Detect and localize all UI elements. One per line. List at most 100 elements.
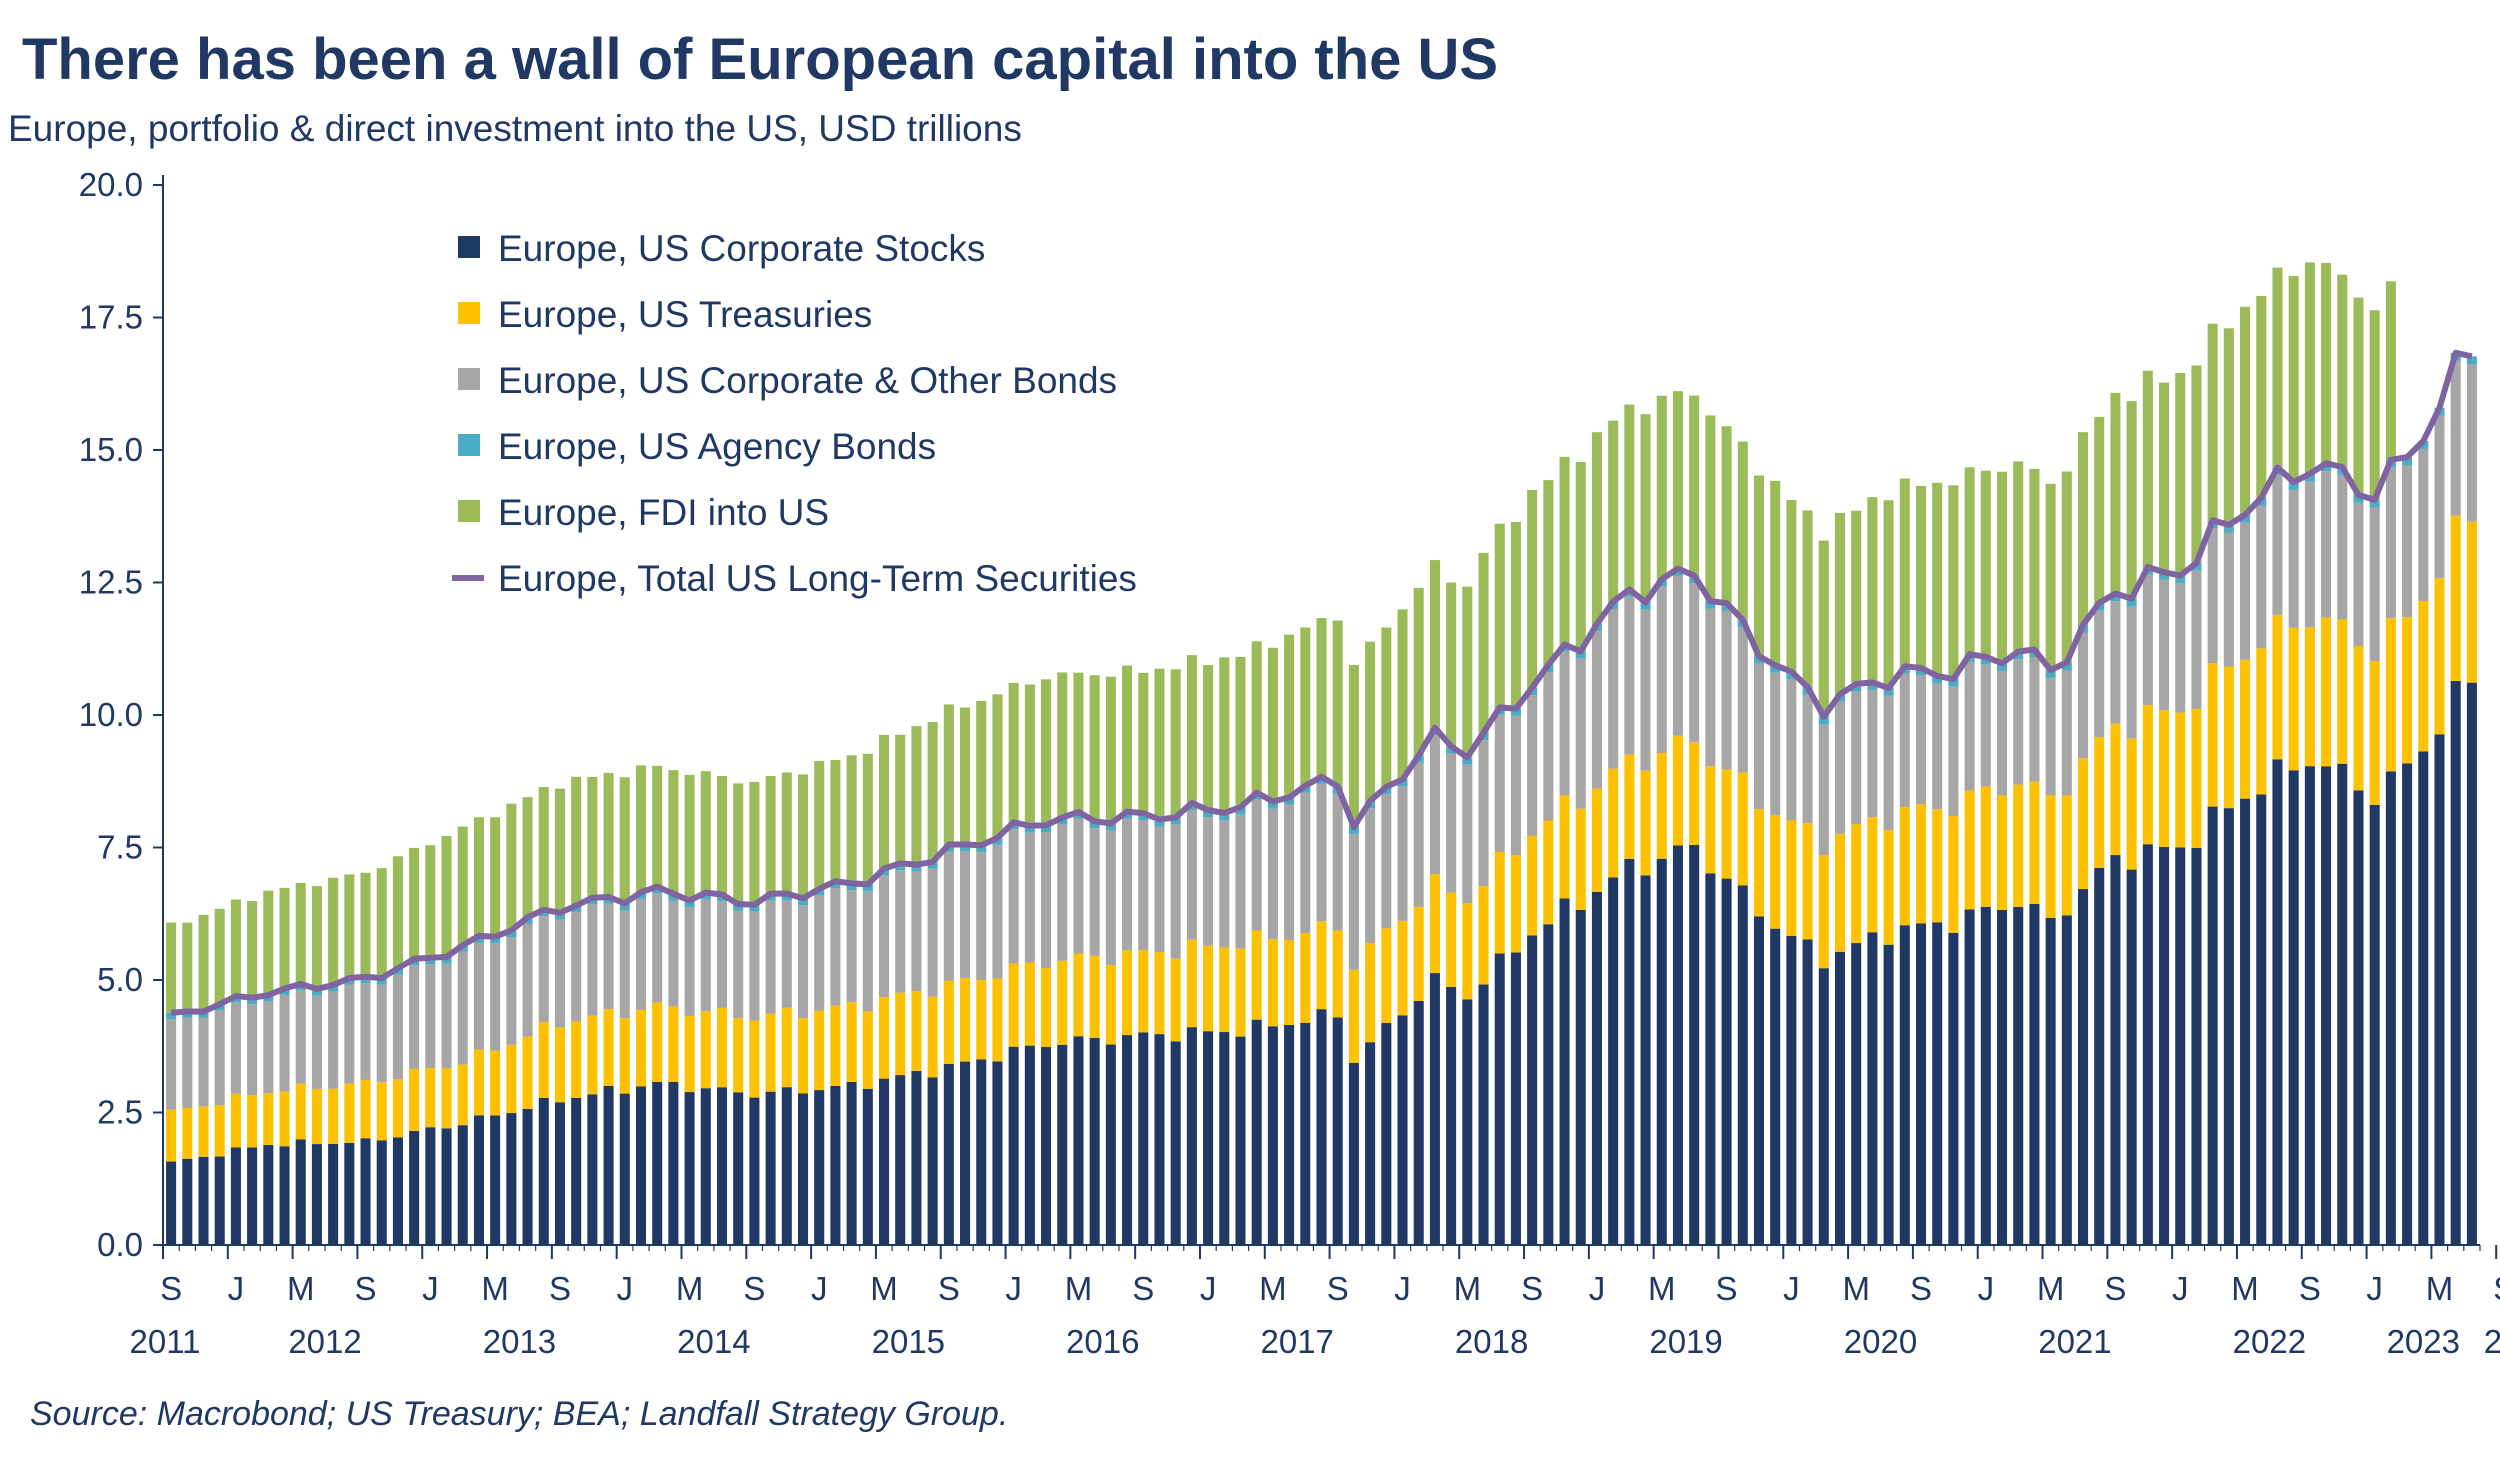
bar-stocks (781, 1087, 792, 1245)
bar-corp-bonds (2029, 657, 2040, 782)
bar-stocks (1656, 858, 1667, 1245)
bar-treasuries (1332, 930, 1343, 1018)
bar-treasuries (2207, 663, 2218, 807)
bar-corp-bonds (749, 911, 760, 1021)
bar-agency (1883, 688, 1894, 696)
bar-fdi (895, 734, 906, 864)
bar-treasuries (1494, 851, 1505, 954)
bar-layer (166, 262, 2477, 1245)
bar-fdi (1024, 684, 1035, 826)
bar-fdi (1559, 456, 1570, 645)
source-note: Source: Macrobond; US Treasury; BEA; Lan… (30, 1395, 1009, 1433)
bar-treasuries (1737, 772, 1748, 886)
bar-corp-bonds (830, 888, 841, 1006)
x-year-label: 2011 (130, 1323, 201, 1360)
bar-fdi (1883, 500, 1894, 689)
bar-corp-bonds (1235, 814, 1246, 949)
bar-corp-bonds (684, 907, 695, 1016)
bar-agency (2466, 356, 2477, 365)
bar-stocks (360, 1138, 371, 1245)
bar-treasuries (603, 1009, 614, 1086)
bar-fdi (1753, 475, 1764, 657)
bar-fdi (2142, 370, 2153, 568)
bar-treasuries (2045, 795, 2056, 918)
bar-stocks (214, 1156, 225, 1245)
bar-treasuries (1510, 855, 1521, 953)
bar-agency (166, 1012, 177, 1020)
bar-stocks (1559, 898, 1570, 1245)
bar-corp-bonds (927, 868, 938, 997)
bar-fdi (700, 771, 711, 893)
x-month-label: M (481, 1270, 509, 1307)
bar-treasuries (684, 1015, 695, 1093)
bar-fdi (1478, 552, 1489, 733)
bar-corp-bonds (1429, 734, 1440, 875)
bar-treasuries (960, 977, 971, 1062)
bar-stocks (960, 1061, 971, 1245)
bar-stocks (295, 1139, 306, 1245)
bar-stocks (441, 1128, 452, 1245)
bar-corp-bonds (1089, 828, 1100, 956)
bar-treasuries (1608, 768, 1619, 878)
bar-corp-bonds (879, 875, 890, 997)
bar-agency (1462, 757, 1473, 765)
bar-stocks (2110, 855, 2121, 1245)
bar-fdi (1591, 432, 1602, 624)
bar-treasuries (765, 1013, 776, 1092)
bar-stocks (328, 1143, 339, 1245)
bar-fdi (1980, 470, 1991, 657)
bar-stocks (2191, 847, 2202, 1245)
x-month-label: M (2426, 1270, 2454, 1307)
bar-corp-bonds (1656, 586, 1667, 754)
bar-treasuries (1138, 950, 1149, 1033)
line-layer (170, 349, 2473, 1016)
bar-corp-bonds (2175, 583, 2186, 713)
bar-stocks (1478, 984, 1489, 1245)
bar-treasuries (2402, 617, 2413, 764)
bar-agency (2045, 670, 2056, 678)
bar-corp-bonds (2191, 570, 2202, 709)
bar-agency (2288, 482, 2299, 490)
x-month-label: M (1259, 1270, 1287, 1307)
bar-treasuries (1948, 816, 1959, 933)
bar-fdi (976, 700, 987, 846)
bar-treasuries (166, 1109, 177, 1162)
bar-treasuries (425, 1068, 436, 1128)
bar-corp-bonds (198, 1017, 209, 1107)
bar-treasuries (1462, 903, 1473, 1000)
bar-fdi (1008, 682, 1019, 823)
bar-treasuries (862, 1011, 873, 1089)
bar-fdi (749, 781, 760, 905)
bar-stocks (1186, 1027, 1197, 1245)
bar-agency (1932, 675, 1943, 684)
bar-stocks (814, 1090, 825, 1245)
bar-agency (1235, 807, 1246, 815)
bar-stocks (263, 1145, 274, 1245)
bar-fdi (1656, 395, 1667, 580)
bar-agency (1073, 811, 1084, 819)
bar-fdi (830, 760, 841, 882)
bar-corp-bonds (1948, 686, 1959, 817)
bar-fdi (1672, 391, 1683, 569)
bar-corp-bonds (1348, 834, 1359, 970)
bar-corp-bonds (2418, 448, 2429, 601)
bar-corp-bonds (1624, 596, 1635, 755)
bar-fdi (1235, 656, 1246, 808)
bar-treasuries (1980, 786, 1991, 907)
bar-stocks (1705, 873, 1716, 1245)
bar-treasuries (1834, 833, 1846, 952)
bar-fdi (927, 722, 938, 862)
bar-treasuries (247, 1095, 258, 1148)
bar-corp-bonds (2321, 471, 2332, 618)
bar-treasuries (538, 1022, 549, 1098)
bar-stocks (1300, 1022, 1311, 1245)
bar-agency (1057, 817, 1068, 825)
bar-agency (571, 905, 582, 913)
bar-stocks (1543, 924, 1554, 1245)
total-securities-line (170, 349, 2473, 1016)
bar-corp-bonds (1267, 808, 1278, 940)
bar-fdi (1494, 523, 1505, 708)
bar-treasuries (1267, 939, 1278, 1027)
bar-fdi (992, 694, 1003, 838)
bar-fdi (603, 772, 614, 898)
